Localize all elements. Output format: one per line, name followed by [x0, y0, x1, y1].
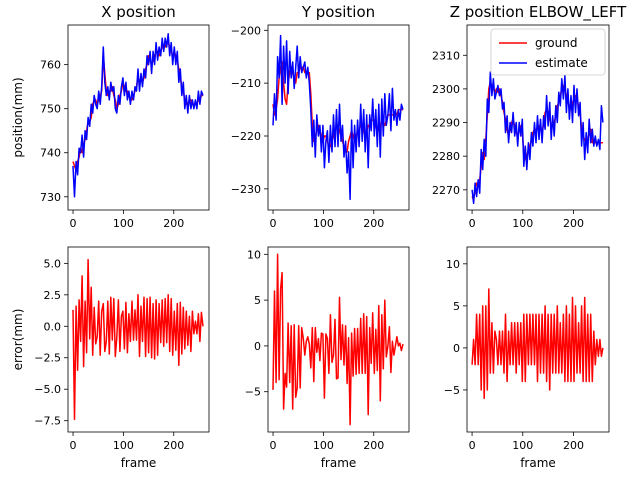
y-tick-label: 5 [254, 294, 261, 307]
x-tick-label: 100 [512, 217, 533, 230]
y-tick-label: 760 [40, 59, 61, 72]
y-tick-label: 2300 [432, 83, 460, 96]
subplot-6 [463, 246, 610, 436]
y-tick-label: 740 [40, 147, 61, 160]
axes-frame [267, 24, 410, 211]
x-tick-label: 100 [313, 217, 334, 230]
y-tick-label: −200 [231, 24, 261, 37]
y-tick-label: −5 [245, 386, 261, 399]
axes-frame [67, 24, 210, 211]
x-tick-label: 100 [512, 439, 533, 452]
x-tick-label: 0 [469, 217, 476, 230]
x-tick-label: 200 [163, 217, 184, 230]
y-tick-label: 0 [453, 342, 460, 355]
y-tick-label: −220 [231, 130, 261, 143]
x-axis-label: frame [321, 456, 357, 470]
axes-frame [466, 24, 610, 211]
x-tick-label: 0 [270, 217, 277, 230]
y-tick-label: 0.0 [44, 320, 62, 333]
x-tick-label: 100 [113, 439, 134, 452]
axes-frame [67, 246, 210, 433]
x-axis-label: frame [121, 456, 157, 470]
y-tick-label: 2.5 [44, 289, 62, 302]
subplot-title: Y position [301, 3, 375, 21]
y-tick-label: −7.5 [34, 415, 61, 428]
y-tick-label: 2270 [432, 184, 460, 197]
y-tick-label: −2.5 [34, 352, 61, 365]
y-tick-label: −230 [231, 183, 261, 196]
y-tick-label: 10 [446, 258, 460, 271]
y-tick-label: −5.0 [34, 383, 61, 396]
subplot-1 [64, 24, 210, 214]
y-tick-label: 0 [254, 340, 261, 353]
y-axis-label: position(mm) [11, 77, 25, 157]
x-tick-label: 0 [70, 439, 77, 452]
legend-label-ground: ground [535, 36, 577, 50]
x-tick-label: 200 [163, 439, 184, 452]
series-line-error [272, 253, 404, 426]
x-tick-label: 200 [563, 217, 584, 230]
x-tick-label: 0 [270, 439, 277, 452]
y-tick-label: 730 [40, 191, 61, 204]
y-tick-label: 10 [247, 248, 261, 261]
x-tick-label: 200 [363, 217, 384, 230]
series-line-estimate [272, 34, 404, 201]
subplot-5 [264, 246, 410, 436]
y-tick-label: 5.0 [44, 257, 62, 270]
subplot-2 [264, 24, 410, 214]
x-axis-label: frame [520, 456, 556, 470]
axes-frame [466, 246, 610, 433]
series-line-estimate [72, 33, 204, 198]
subplot-title: Z position ELBOW_LEFT [450, 3, 627, 22]
y-tick-label: −5 [444, 384, 460, 397]
x-tick-label: 0 [70, 217, 77, 230]
y-tick-label: 2280 [432, 150, 460, 163]
subplot-3 [463, 24, 610, 214]
x-tick-label: 0 [469, 439, 476, 452]
y-tick-label: 2310 [432, 49, 460, 62]
series-line-error [471, 288, 604, 400]
y-axis-label: error(mm) [11, 309, 25, 371]
legend-label-estimate: estimate [535, 56, 588, 70]
x-tick-label: 200 [363, 439, 384, 452]
axes-frame [267, 246, 410, 433]
y-tick-label: −210 [231, 77, 261, 90]
y-tick-label: 750 [40, 103, 61, 116]
x-tick-label: 100 [313, 439, 334, 452]
x-tick-label: 200 [563, 439, 584, 452]
y-tick-label: 2290 [432, 117, 460, 130]
y-tick-label: 5 [453, 300, 460, 313]
series-line-error [72, 258, 204, 421]
series-line-estimate [471, 71, 604, 205]
subplot-title: X position [101, 3, 175, 21]
x-tick-label: 100 [113, 217, 134, 230]
subplot-4 [64, 246, 210, 436]
